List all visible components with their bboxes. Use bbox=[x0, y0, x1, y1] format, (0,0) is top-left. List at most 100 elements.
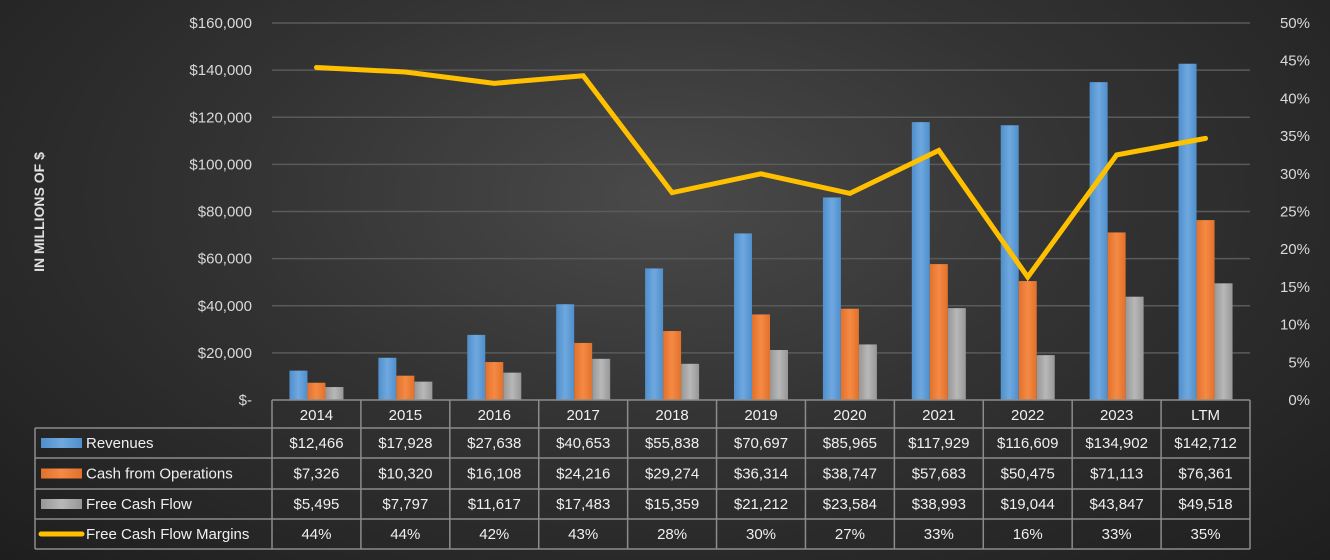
table-cell: 44% bbox=[390, 526, 420, 543]
y-tick-label: $140,000 bbox=[189, 62, 252, 79]
table-cell: $43,847 bbox=[1090, 496, 1144, 513]
revenue-bar bbox=[734, 233, 752, 400]
free-cash-flow-bar bbox=[770, 350, 788, 400]
legend-label: Free Cash Flow Margins bbox=[86, 526, 249, 543]
table-cell: 43% bbox=[568, 526, 598, 543]
revenue-bar bbox=[1089, 82, 1108, 401]
revenue-bar bbox=[467, 334, 486, 400]
y2-tick-label: 10% bbox=[1280, 317, 1310, 334]
table-cell: $19,044 bbox=[1001, 496, 1055, 513]
table-cell: $23,584 bbox=[823, 496, 877, 513]
table-cell: $7,326 bbox=[294, 466, 340, 483]
bars bbox=[289, 63, 1233, 401]
table-cell: $11,617 bbox=[468, 496, 521, 513]
legend-key-cash-from-operations-bar bbox=[41, 468, 82, 479]
x-category-label: 2016 bbox=[478, 407, 511, 424]
table-cell: $55,838 bbox=[645, 435, 699, 452]
legend-key-revenue-bar bbox=[41, 438, 82, 448]
revenue-bar bbox=[1178, 63, 1197, 400]
y2-tick-label: 40% bbox=[1280, 90, 1310, 107]
free-cash-flow-bar bbox=[503, 372, 522, 400]
table-cell: $10,320 bbox=[378, 466, 432, 483]
revenue-bar bbox=[289, 370, 308, 400]
y-tick-label: $160,000 bbox=[189, 15, 252, 32]
y-tick-label: $40,000 bbox=[198, 298, 252, 315]
table-cell: 30% bbox=[746, 526, 776, 543]
table-cell: $15,359 bbox=[645, 496, 699, 513]
table-cell: $71,113 bbox=[1090, 466, 1143, 483]
table-cell: $17,928 bbox=[378, 435, 432, 452]
y2-tick-label: 20% bbox=[1280, 241, 1310, 258]
free-cash-flow-bar bbox=[681, 363, 700, 400]
free-cash-flow-bar bbox=[592, 358, 611, 400]
table-cell: $49,518 bbox=[1178, 496, 1232, 513]
y2-tick-label: 30% bbox=[1280, 166, 1310, 183]
gridlines bbox=[272, 22, 1250, 354]
table-cell: $134,902 bbox=[1085, 435, 1148, 452]
y-tick-label: $20,000 bbox=[198, 345, 252, 362]
legend-label: Cash from Operations bbox=[86, 466, 233, 483]
table-cell: 33% bbox=[924, 526, 954, 543]
revenue-bar bbox=[1000, 125, 1019, 400]
cash-from-operations-bar bbox=[307, 382, 326, 400]
cash-from-operations-bar bbox=[1107, 232, 1126, 400]
table-cell: $116,609 bbox=[997, 435, 1058, 452]
cash-from-operations-bar bbox=[1018, 281, 1037, 400]
table-cell: $12,466 bbox=[289, 435, 343, 452]
x-category-label: 2023 bbox=[1100, 407, 1133, 424]
free-cash-flow-bar bbox=[947, 308, 966, 400]
table-cell: $7,797 bbox=[382, 496, 428, 513]
axis-ticks: $- $20,000 $40,000 $60,000 $80,000 $100,000 $1… bbox=[189, 15, 1310, 409]
x-category-label: 2020 bbox=[833, 407, 866, 424]
table-cell: $21,212 bbox=[734, 496, 788, 513]
y2-tick-label: 0% bbox=[1288, 392, 1310, 409]
table-cell: $117,929 bbox=[908, 435, 969, 452]
table-cell: $38,747 bbox=[823, 466, 877, 483]
free-cash-flow-bar bbox=[414, 381, 433, 400]
table-cell: $40,653 bbox=[556, 435, 610, 452]
free-cash-flow-bar bbox=[325, 387, 344, 400]
x-category-label: 2021 bbox=[922, 407, 955, 424]
margin-line bbox=[313, 64, 1209, 282]
cash-from-operations-bar bbox=[1196, 220, 1215, 400]
table-cell: $36,314 bbox=[734, 466, 788, 483]
table-cell: $70,697 bbox=[734, 435, 788, 452]
x-category-label: 2018 bbox=[655, 407, 688, 424]
y2-tick-label: 50% bbox=[1280, 15, 1310, 32]
table-cell: $142,712 bbox=[1174, 435, 1237, 452]
table-cell: $27,638 bbox=[467, 435, 521, 452]
cash-from-operations-bar bbox=[663, 331, 682, 400]
legend-label: Free Cash Flow bbox=[86, 496, 192, 513]
table-cell: 27% bbox=[835, 526, 865, 543]
free-cash-flow-bar bbox=[1036, 355, 1055, 400]
x-category-label: 2017 bbox=[566, 407, 599, 424]
y2-tick-label: 5% bbox=[1288, 354, 1310, 371]
cash-from-operations-bar bbox=[752, 314, 770, 400]
table-cell: 44% bbox=[301, 526, 331, 543]
table-cell: 35% bbox=[1191, 526, 1221, 543]
x-category-label: 2022 bbox=[1011, 407, 1044, 424]
y-tick-label: $- bbox=[239, 392, 252, 409]
table-cell: 42% bbox=[479, 526, 509, 543]
table-cell: $16,108 bbox=[467, 466, 521, 483]
y2-tick-label: 25% bbox=[1280, 204, 1310, 221]
cash-from-operations-bar bbox=[840, 308, 859, 400]
y-tick-label: $120,000 bbox=[189, 109, 252, 126]
free-cash-flow-bar bbox=[858, 344, 877, 400]
x-category-label: 2019 bbox=[744, 407, 777, 424]
y-tick-label: $80,000 bbox=[198, 204, 252, 221]
y2-tick-label: 45% bbox=[1280, 53, 1310, 70]
y-tick-label: $100,000 bbox=[189, 156, 252, 173]
table-cell: $29,274 bbox=[645, 466, 699, 483]
margin-series-line bbox=[313, 64, 1209, 282]
y2-tick-label: 15% bbox=[1280, 279, 1310, 296]
y2-tick-label: 35% bbox=[1280, 128, 1310, 145]
revenue-bar bbox=[911, 122, 930, 400]
x-category-label: LTM bbox=[1191, 407, 1220, 424]
table-cell: $24,216 bbox=[556, 466, 610, 483]
revenue-bar bbox=[378, 357, 397, 400]
table-cell: $5,495 bbox=[294, 496, 340, 513]
free-cash-flow-bar bbox=[1214, 283, 1233, 400]
revenue-bar bbox=[556, 304, 575, 400]
